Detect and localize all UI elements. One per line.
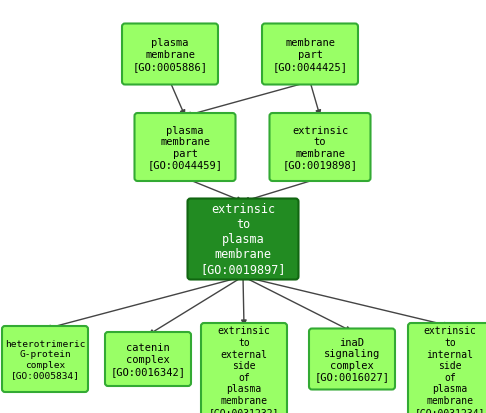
FancyBboxPatch shape xyxy=(135,114,236,182)
Text: heterotrimeric
G-protein
complex
[GO:0005834]: heterotrimeric G-protein complex [GO:000… xyxy=(5,339,85,379)
FancyBboxPatch shape xyxy=(270,114,370,182)
FancyBboxPatch shape xyxy=(122,24,218,85)
FancyBboxPatch shape xyxy=(309,329,395,389)
Text: inaD
signaling
complex
[GO:0016027]: inaD signaling complex [GO:0016027] xyxy=(314,337,389,382)
Text: extrinsic
to
plasma
membrane
[GO:0019897]: extrinsic to plasma membrane [GO:0019897… xyxy=(200,203,286,276)
FancyBboxPatch shape xyxy=(262,24,358,85)
FancyBboxPatch shape xyxy=(2,326,88,392)
FancyBboxPatch shape xyxy=(201,323,287,413)
Text: extrinsic
to
membrane
[GO:0019898]: extrinsic to membrane [GO:0019898] xyxy=(282,125,358,170)
Text: plasma
membrane
part
[GO:0044459]: plasma membrane part [GO:0044459] xyxy=(147,125,223,170)
Text: extrinsic
to
external
side
of
plasma
membrane
[GO:0031232]: extrinsic to external side of plasma mem… xyxy=(209,325,279,413)
Text: plasma
membrane
[GO:0005886]: plasma membrane [GO:0005886] xyxy=(133,38,208,71)
Text: catenin
complex
[GO:0016342]: catenin complex [GO:0016342] xyxy=(110,342,186,376)
Text: extrinsic
to
internal
side
of
plasma
membrane
[GO:0031234]: extrinsic to internal side of plasma mem… xyxy=(415,325,485,413)
FancyBboxPatch shape xyxy=(408,323,486,413)
FancyBboxPatch shape xyxy=(188,199,298,280)
FancyBboxPatch shape xyxy=(105,332,191,386)
Text: membrane
part
[GO:0044425]: membrane part [GO:0044425] xyxy=(273,38,347,71)
